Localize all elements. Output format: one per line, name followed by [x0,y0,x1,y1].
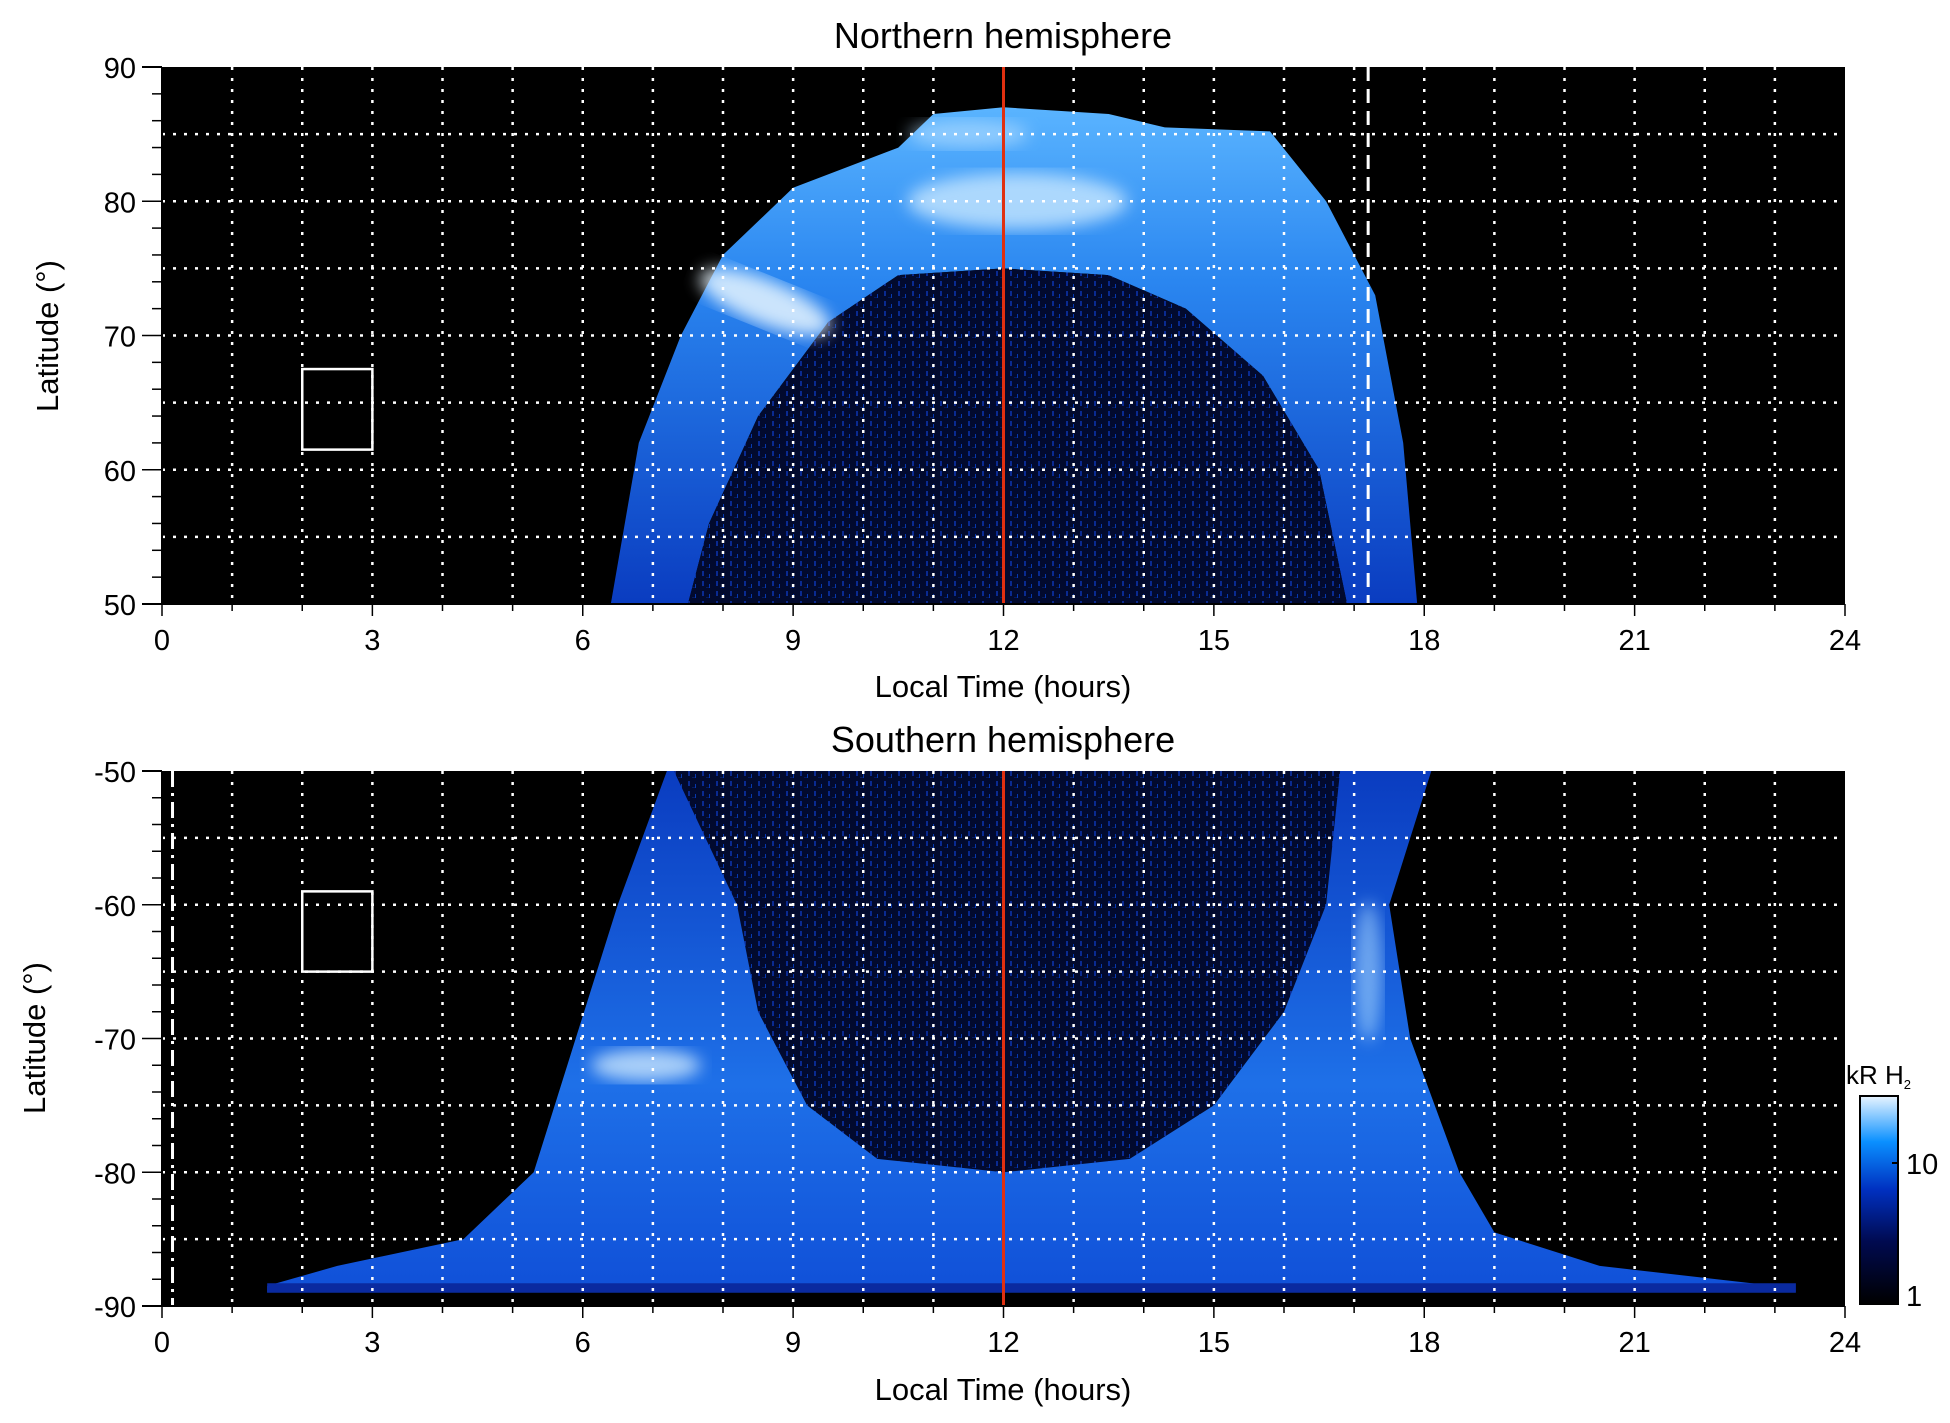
northern-title: Northern hemisphere [834,15,1172,56]
southern-title: Southern hemisphere [831,719,1175,760]
region-box [301,890,374,973]
northern-panel: 0 3 6 9 12 15 18 21 24 50 60 70 80 90 [104,53,1861,657]
colorbar-label-text: kR H [1846,1060,1904,1090]
x-tick-label: 21 [1618,625,1650,657]
bright-emission-spot [590,1049,701,1082]
y-tick-label: -80 [94,1158,136,1190]
x-tick-label: 6 [575,625,591,657]
x-tick-label: 15 [1198,1327,1230,1359]
y-tick-label: -50 [94,757,136,789]
x-tick-label: 12 [987,625,1019,657]
x-tick-label: 9 [785,1327,801,1359]
x-tick-label: 0 [154,1327,170,1359]
x-tick-label: 6 [575,1327,591,1359]
polar-cap-region [687,268,1348,604]
auroral-oval-emission [610,107,1418,605]
x-tick-label: 21 [1618,1327,1650,1359]
bright-emission-spot [907,173,1128,230]
y-tick-label: -60 [94,891,136,923]
colorbar-tick-1: 1 [1906,1281,1922,1313]
x-tick-label: 3 [364,1327,380,1359]
x-tick-label: 24 [1829,625,1861,657]
colorbar-label: kR H2 [1846,1060,1911,1092]
y-tick-label: 50 [104,590,136,622]
x-tick-label: 9 [785,625,801,657]
low-emission-band [267,1283,1796,1293]
y-tick-label: -90 [94,1292,136,1324]
x-tick-label: 18 [1408,1327,1440,1359]
x-tick-label: 0 [154,625,170,657]
x-tick-label: 3 [364,625,380,657]
y-tick-label: 80 [104,187,136,219]
x-tick-label: 15 [1198,625,1230,657]
northern-xlabel: Local Time (hours) [875,669,1132,704]
southern-panel: 0 3 6 9 12 15 18 21 24 -90 -80 -70 -60 -50 [94,757,1861,1359]
y-tick-label: 90 [104,53,136,85]
x-tick-label: 18 [1408,625,1440,657]
y-tick-label: -70 [94,1025,136,1057]
bright-emission-spot [699,268,831,336]
southern-ylabel: Latitude (°) [17,962,52,1114]
southern-xlabel: Local Time (hours) [875,1372,1132,1407]
colorbar: 10 1 kR H2 [1846,1060,1938,1313]
northern-ylabel: Latitude (°) [30,260,65,412]
y-tick-label: 70 [104,322,136,354]
colorbar-label-subscript: 2 [1904,1077,1911,1092]
x-tick-label: 24 [1829,1327,1861,1359]
x-tick-label: 12 [987,1327,1019,1359]
colorbar-tick-10: 10 [1906,1149,1938,1181]
y-tick-label: 60 [104,456,136,488]
bright-emission-spot [908,120,1029,149]
region-box [301,367,374,451]
bright-emission-spot [1354,901,1383,1042]
colorbar-scale [1859,1095,1899,1305]
polar-cap-region [673,771,1341,1173]
